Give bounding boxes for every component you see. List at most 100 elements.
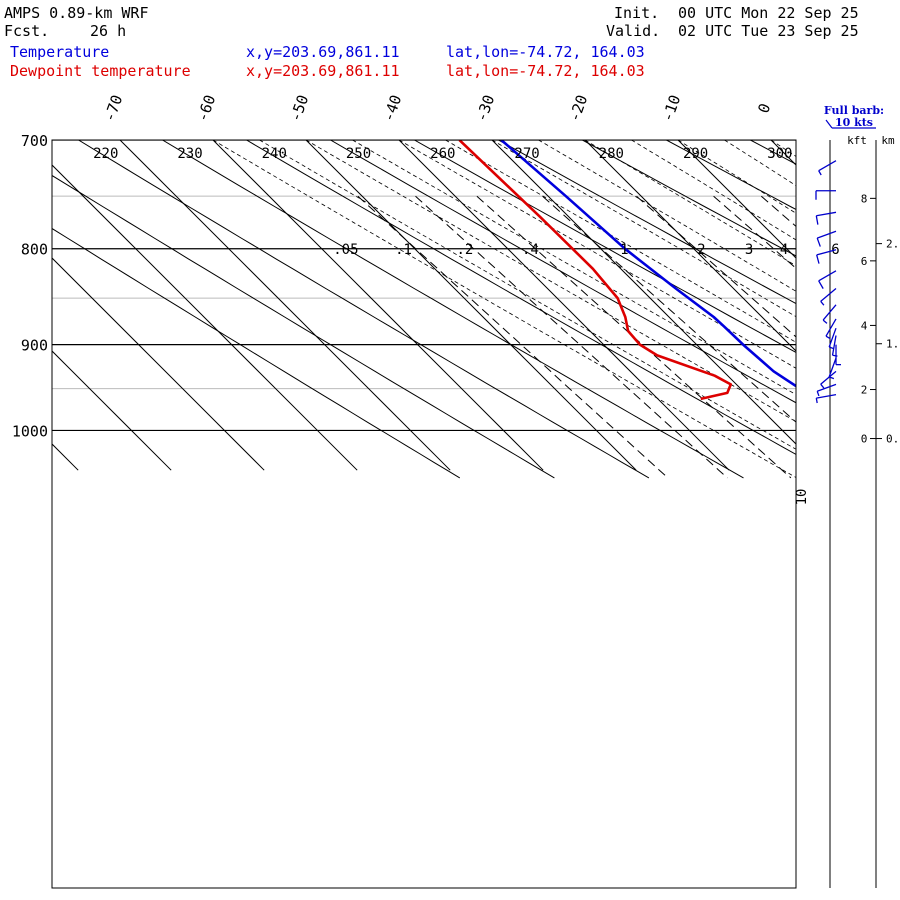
isotherm-label: -60	[193, 92, 219, 124]
theta-label: 230	[177, 146, 202, 162]
wind-barb-feather	[820, 383, 825, 389]
dewpoint-profile	[458, 140, 733, 401]
mixing-ratio-label: 2	[697, 242, 705, 258]
pressure-tick-label: 700	[21, 132, 48, 150]
kft-tick-label: 0	[861, 433, 868, 446]
theta-label: 260	[430, 146, 455, 162]
isotherm	[52, 443, 79, 471]
wind-barb-staff	[820, 287, 837, 302]
moist-adiabat	[584, 140, 796, 267]
wind-barb-staff	[816, 394, 837, 399]
mixing-ratio-line	[357, 195, 669, 479]
moist-adiabat	[864, 140, 900, 478]
moist-adiabat	[491, 140, 796, 318]
mixing-ratio-label: 4	[780, 242, 788, 258]
wind-barb-feather	[825, 335, 831, 340]
dry-adiabat	[497, 140, 796, 305]
barb-legend-line2: 10 kts	[835, 116, 873, 129]
dry-adiabat	[77, 140, 650, 479]
mixing-ratio-line	[415, 195, 728, 479]
wind-barb-feather	[832, 354, 838, 357]
theta-label: 250	[346, 146, 371, 162]
dewpoint-legend: Dewpoint temperature	[10, 62, 191, 80]
dry-adiabat	[581, 140, 796, 257]
dry-adiabat	[749, 140, 796, 165]
kft-tick-label: 8	[861, 192, 868, 205]
isotherm-label: -50	[286, 92, 312, 124]
wind-barb-feather	[820, 300, 825, 306]
barb-legend-line1: Full barb:	[824, 104, 884, 117]
mixing-ratio-line	[542, 195, 796, 423]
isotherm-label: -10	[658, 92, 684, 124]
km-tick-label: 2.	[886, 238, 899, 251]
mixing-ratio-label: .2	[456, 242, 473, 258]
kft-tick-label: 6	[861, 255, 868, 268]
mixing-ratio-label: .05	[333, 242, 358, 258]
isotherm	[305, 140, 637, 471]
moist-adiabat	[445, 140, 796, 343]
init-label: Init.	[614, 4, 660, 22]
valid-label: Valid.	[606, 22, 661, 40]
mixing-ratio-label: 3	[745, 242, 753, 258]
theta-label: 220	[93, 146, 118, 162]
isotherm	[52, 164, 358, 471]
temperature-latlon: lat,lon=-74.72, 164.03	[446, 43, 645, 61]
pressure-tick-label: 900	[21, 337, 48, 355]
wind-barb-feather	[816, 254, 820, 264]
mixing-ratio-label: .4	[522, 242, 539, 258]
wind-barb-staff	[816, 383, 837, 392]
temperature-profile	[500, 140, 796, 388]
kft-tick-label: 4	[861, 319, 868, 332]
kft-tick-label: 2	[861, 384, 868, 397]
dewpoint-xy: x,y=203.69,861.11	[246, 62, 400, 80]
barb-legend-feather	[825, 119, 833, 129]
dry-adiabat	[245, 140, 796, 456]
valid-time: 02 UTC Tue 23 Sep 25	[678, 22, 859, 40]
wind-barb-staff	[816, 211, 837, 217]
wind-barb-feather	[818, 280, 824, 289]
temperature-xy: x,y=203.69,861.11	[246, 43, 400, 61]
theta-label: 270	[514, 146, 539, 162]
mixing-ratio-label: 1	[620, 242, 628, 258]
wind-barb-feather	[816, 237, 821, 247]
init-time: 00 UTC Mon 22 Sep 25	[678, 4, 859, 22]
plot-frame	[51, 139, 797, 889]
moist-adiabat	[724, 140, 796, 187]
dry-adiabat	[413, 140, 796, 354]
moist-adiabat	[631, 140, 796, 241]
wind-barb-feather	[815, 215, 819, 225]
isotherm-label: -20	[565, 92, 591, 124]
isotherm	[491, 140, 796, 445]
theta-label: 300	[767, 146, 792, 162]
km-tick-label: 0.	[886, 433, 899, 446]
forecast-hour: 26 h	[90, 22, 127, 40]
isotherm	[52, 350, 172, 471]
pressure-tick-label: 800	[21, 241, 48, 259]
theta-label: 280	[599, 146, 624, 162]
isotherm	[677, 140, 796, 259]
wind-barb-staff	[828, 357, 837, 378]
dewpoint-latlon: lat,lon=-74.72, 164.03	[446, 62, 645, 80]
dry-adiabat	[52, 227, 461, 479]
moist-adiabat	[259, 140, 796, 450]
wind-barb-staff	[818, 160, 837, 172]
wind-barb-staff	[816, 230, 837, 239]
theta-label: 290	[683, 146, 708, 162]
isotherm-label: -70	[100, 92, 126, 124]
moist-adiabat	[352, 140, 796, 396]
wind-barb-feather	[822, 319, 828, 324]
wind-barb-feather	[816, 390, 820, 397]
wind-barb-staff	[820, 370, 837, 385]
wind-barb-staff	[831, 335, 837, 356]
wind-barb-staff	[828, 327, 837, 348]
isotherm-label: -40	[379, 92, 405, 124]
forecast-label: Fcst.	[4, 22, 50, 40]
dry-adiabat	[720, 80, 900, 478]
moist-adiabat	[677, 140, 796, 214]
moist-adiabat-label: 10	[794, 489, 810, 506]
km-axis-label: km	[881, 134, 895, 147]
isotherm-label: -30	[472, 92, 498, 124]
dry-adiabat	[329, 140, 796, 404]
isotherm	[398, 140, 730, 471]
